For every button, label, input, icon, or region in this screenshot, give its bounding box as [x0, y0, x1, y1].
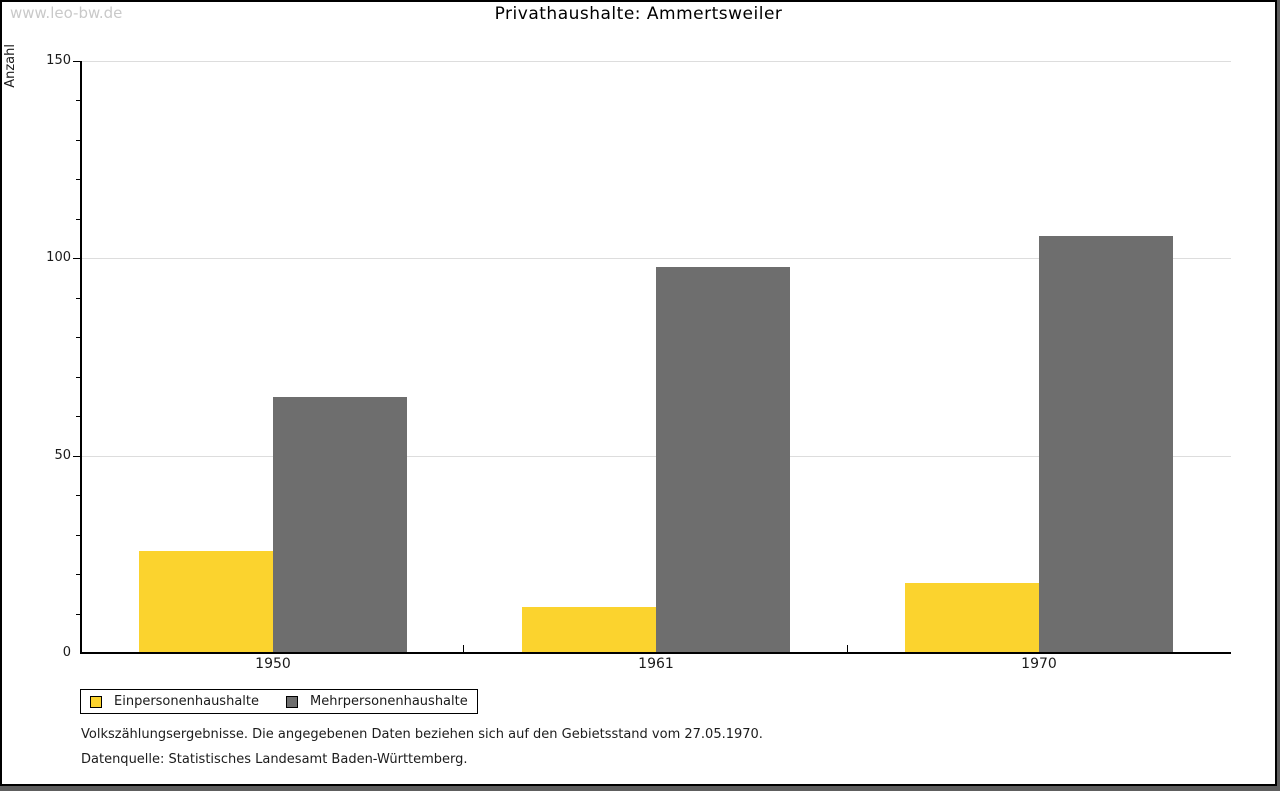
y-major-tick-150 [73, 61, 81, 62]
y-minor-tick-130 [76, 140, 81, 141]
bar-1970-mehrpersonenhaushalte [1039, 236, 1173, 654]
chart-title: Privathaushalte: Ammertsweiler [494, 4, 783, 24]
footnote-data-source: Datenquelle: Statistisches Landesamt Bad… [81, 752, 468, 767]
bar-1961-mehrpersonenhaushalte [656, 267, 790, 654]
legend-item-einpersonenhaushalte: Einpersonenhaushalte [90, 694, 259, 709]
watermark-url: www.leo-bw.de [10, 4, 123, 22]
legend-item-mehrpersonenhaushalte: Mehrpersonenhaushalte [286, 694, 468, 709]
x-tick-label-1961: 1961 [638, 656, 674, 672]
legend-label-mehrpersonenhaushalte: Mehrpersonenhaushalte [310, 694, 468, 709]
x-axis-tick-2 [847, 645, 848, 652]
y-major-tick-50 [73, 456, 81, 457]
footnote-census-note: Volkszählungsergebnisse. Die angegebenen… [81, 727, 763, 742]
y-minor-tick-80 [76, 337, 81, 338]
gridline-150 [81, 61, 1231, 62]
legend-label-einpersonenhaushalte: Einpersonenhaushalte [114, 694, 259, 709]
y-minor-tick-90 [76, 298, 81, 299]
x-axis-line [80, 652, 1231, 654]
bar-1950-einpersonenhaushalte [139, 551, 273, 654]
y-tick-label-50: 50 [54, 448, 71, 463]
y-tick-label-150: 150 [46, 53, 71, 68]
y-minor-tick-140 [76, 100, 81, 101]
legend: Einpersonenhaushalte Mehrpersonenhaushal… [80, 689, 478, 714]
y-minor-tick-30 [76, 535, 81, 536]
y-minor-tick-60 [76, 416, 81, 417]
gridline-100 [81, 258, 1231, 259]
y-minor-tick-20 [76, 574, 81, 575]
y-minor-tick-70 [76, 377, 81, 378]
bar-1970-einpersonenhaushalte [905, 583, 1039, 654]
x-tick-label-1970: 1970 [1021, 656, 1057, 672]
y-minor-tick-110 [76, 219, 81, 220]
y-minor-tick-40 [76, 495, 81, 496]
legend-swatch-mehrpersonenhaushalte [286, 695, 298, 708]
x-axis-tick-1 [463, 645, 464, 652]
y-axis-line [80, 61, 82, 654]
x-tick-label-1950: 1950 [255, 656, 291, 672]
legend-swatch-einpersonenhaushalte [90, 695, 102, 708]
bar-1961-einpersonenhaushalte [522, 607, 656, 654]
y-minor-tick-120 [76, 179, 81, 180]
y-major-tick-100 [73, 258, 81, 259]
bar-1950-mehrpersonenhaushalte [273, 397, 407, 654]
y-minor-tick-10 [76, 614, 81, 615]
y-tick-label-100: 100 [46, 250, 71, 265]
y-tick-label-0: 0 [62, 645, 71, 660]
